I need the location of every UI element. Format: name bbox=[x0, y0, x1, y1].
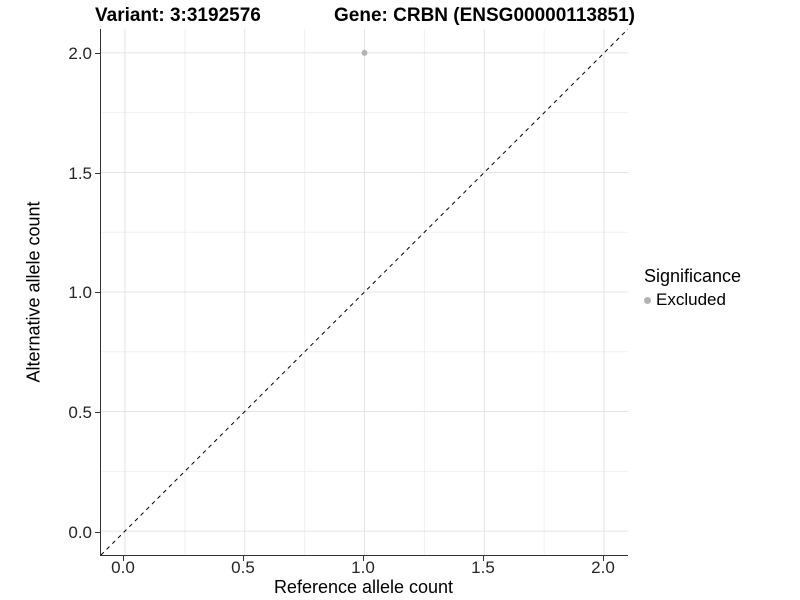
plot-title-variant: Variant: 3:3192576 bbox=[95, 5, 261, 26]
x-tick-label: 1.5 bbox=[471, 558, 495, 577]
plot-panel bbox=[100, 29, 628, 556]
y-tick-label: 1.5 bbox=[68, 164, 92, 183]
y-tick-mark bbox=[95, 412, 100, 413]
y-tick-mark bbox=[95, 53, 100, 54]
y-tick-label: 2.0 bbox=[68, 44, 92, 63]
legend-item-excluded: Excluded bbox=[644, 290, 741, 310]
y-axis-title: Alternative allele count bbox=[23, 201, 44, 383]
x-tick-mark bbox=[483, 556, 484, 561]
x-tick-mark bbox=[363, 556, 364, 561]
data-points bbox=[361, 49, 368, 56]
y-tick-mark bbox=[95, 292, 100, 293]
y-tick-label: 0.5 bbox=[68, 403, 92, 422]
x-axis-title: Reference allele count bbox=[273, 577, 454, 597]
y-tick-mark bbox=[95, 173, 100, 174]
legend: Significance Excluded bbox=[644, 266, 741, 310]
plot-title-gene: Gene: CRBN (ENSG00000113851) bbox=[334, 5, 635, 26]
x-tick-label: 2.0 bbox=[591, 558, 615, 577]
x-tick-mark bbox=[243, 556, 244, 561]
y-tick-label: 1.0 bbox=[68, 283, 92, 302]
x-tick-mark bbox=[123, 556, 124, 561]
x-tick-label: 0.0 bbox=[111, 558, 135, 577]
legend-item-label: Excluded bbox=[656, 290, 726, 309]
x-tick-label: 0.5 bbox=[231, 558, 255, 577]
legend-point-swatch bbox=[644, 296, 651, 304]
data-point bbox=[361, 49, 368, 56]
x-tick-label: 1.0 bbox=[351, 558, 375, 577]
x-tick-mark bbox=[603, 556, 604, 561]
legend-title: Significance bbox=[644, 266, 742, 286]
y-tick-mark bbox=[95, 532, 100, 533]
y-tick-label: 0.0 bbox=[68, 523, 92, 542]
plot-canvas bbox=[101, 29, 628, 555]
